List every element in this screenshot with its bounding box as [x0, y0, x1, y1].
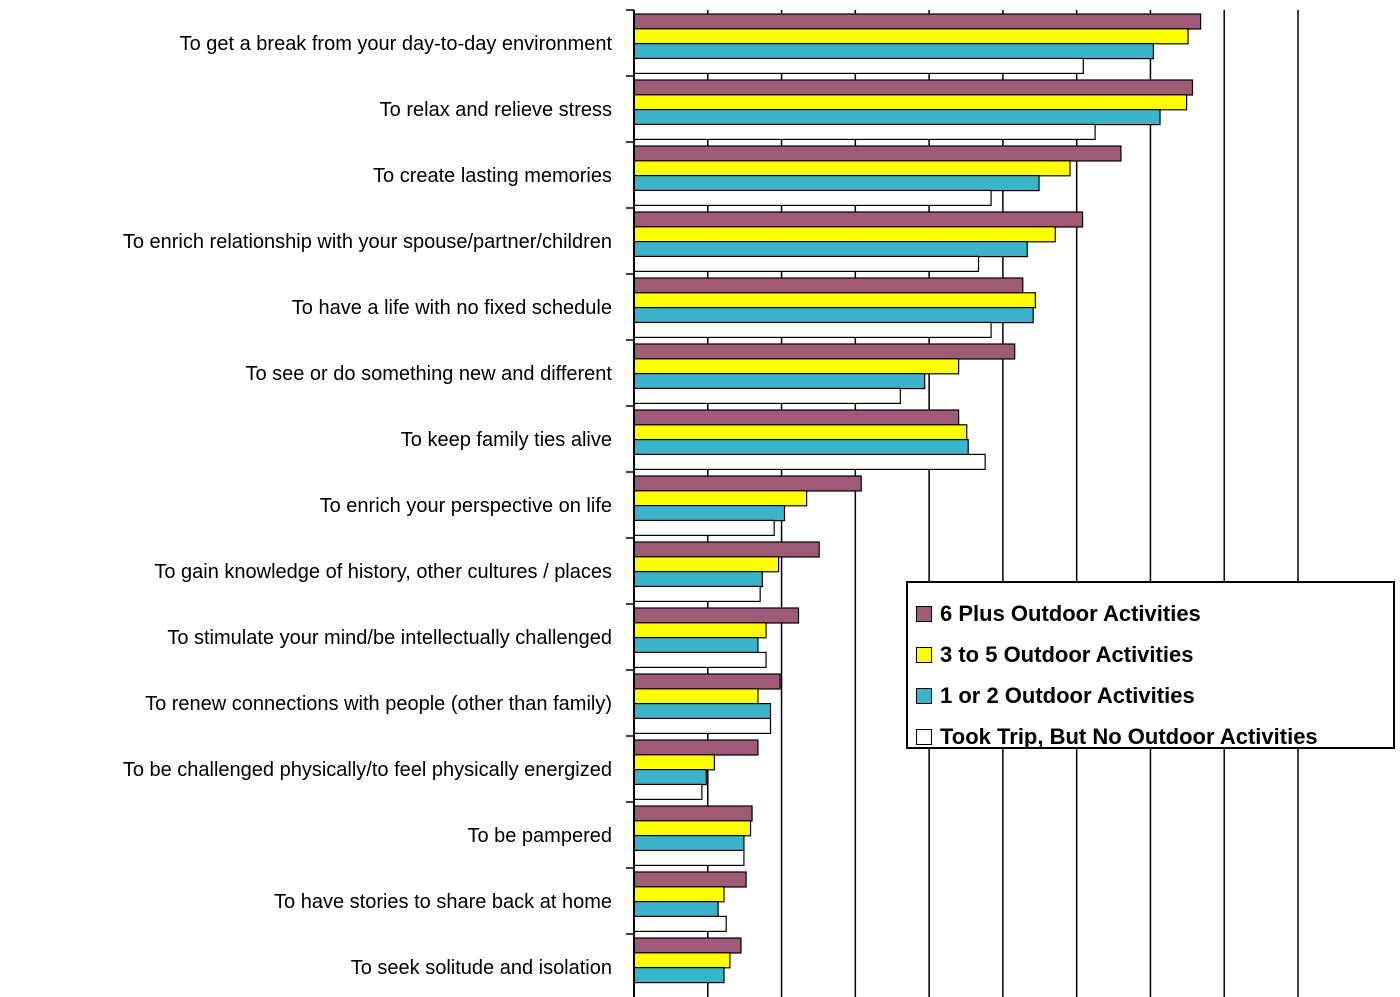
category-label: To be challenged physically/to feel phys… — [123, 759, 612, 781]
bar-7-series-4 — [633, 453, 986, 470]
bar-12-series-1 — [633, 739, 759, 756]
bar-4-series-1 — [633, 211, 1084, 228]
legend-item-3-to-5: 3 to 5 Outdoor Activities — [916, 634, 1393, 675]
bar-11-series-2 — [633, 688, 759, 705]
legend-label-6-plus: 6 Plus Outdoor Activities — [940, 600, 1201, 626]
bar-9-series-3 — [633, 570, 763, 588]
bar-14-series-4 — [633, 915, 727, 933]
bar-11-series-3 — [633, 702, 772, 720]
bar-5-series-4 — [633, 321, 992, 338]
bar-10-series-3 — [633, 636, 759, 654]
legend: 6 Plus Outdoor Activities 3 to 5 Outdoor… — [906, 581, 1395, 749]
bar-3-series-3 — [633, 175, 1040, 192]
bar-1-series-4 — [633, 57, 1084, 75]
bar-13-series-4 — [633, 849, 745, 867]
bar-7-series-3 — [633, 439, 969, 456]
legend-label-no-outdoor: Took Trip, But No Outdoor Activities — [940, 723, 1318, 749]
bar-12-series-3 — [633, 768, 707, 786]
bar-4-series-2 — [633, 226, 1056, 243]
category-label: To keep family ties alive — [401, 429, 612, 451]
bar-14-series-3 — [633, 900, 719, 918]
legend-label-1-or-2: 1 or 2 Outdoor Activities — [940, 682, 1195, 708]
bar-4-series-3 — [633, 241, 1028, 258]
category-label: To gain knowledge of history, other cult… — [154, 561, 612, 583]
bar-11-series-1 — [633, 673, 781, 690]
bar-4-series-4 — [633, 255, 980, 272]
legend-swatch-no-outdoor — [916, 728, 932, 745]
bar-6-series-4 — [633, 387, 901, 404]
bar-15-series-3 — [633, 966, 725, 984]
bar-8-series-2 — [633, 490, 808, 507]
legend-item-1-or-2: 1 or 2 Outdoor Activities — [916, 675, 1393, 716]
legend-swatch-3-to-5 — [916, 646, 932, 663]
bar-8-series-4 — [633, 519, 775, 537]
bar-15-series-2 — [633, 952, 731, 969]
legend-item-6-plus: 6 Plus Outdoor Activities — [916, 593, 1393, 634]
legend-swatch-1-or-2 — [916, 687, 932, 704]
bar-5-series-2 — [633, 292, 1036, 309]
bar-11-series-4 — [633, 717, 772, 735]
bar-7-series-1 — [633, 409, 960, 426]
legend-swatch-6-plus — [916, 605, 932, 622]
bars — [633, 13, 1202, 984]
category-label: To stimulate your mind/be intellectually… — [167, 627, 612, 649]
bar-7-series-2 — [633, 424, 968, 441]
category-label: To get a break from your day-to-day envi… — [180, 33, 613, 55]
category-label: To have stories to share back at home — [274, 891, 612, 913]
bar-12-series-2 — [633, 754, 716, 771]
bar-1-series-1 — [633, 13, 1202, 30]
category-label: To renew connections with people (other … — [145, 693, 612, 715]
bar-1-series-3 — [633, 42, 1154, 60]
bar-14-series-1 — [633, 871, 747, 888]
bar-3-series-1 — [633, 145, 1122, 162]
bar-6-series-3 — [633, 373, 926, 390]
category-label: To enrich relationship with your spouse/… — [123, 231, 612, 253]
bar-13-series-2 — [633, 820, 752, 837]
bar-15-series-1 — [633, 937, 742, 954]
bar-5-series-1 — [633, 277, 1024, 294]
category-label: To see or do something new and different — [245, 363, 612, 385]
bar-9-series-1 — [633, 541, 820, 558]
bar-2-series-4 — [633, 123, 1096, 141]
bar-9-series-2 — [633, 556, 780, 573]
category-label: To relax and relieve stress — [380, 99, 612, 121]
bar-13-series-1 — [633, 805, 753, 822]
bar-2-series-3 — [633, 108, 1161, 126]
bar-8-series-3 — [633, 505, 786, 522]
bar-10-series-1 — [633, 607, 800, 624]
bar-6-series-2 — [633, 358, 960, 375]
bar-1-series-2 — [633, 28, 1189, 45]
category-label: To be pampered — [467, 825, 612, 847]
bar-9-series-4 — [633, 585, 761, 603]
category-label: To seek solitude and isolation — [351, 957, 612, 979]
bar-14-series-2 — [633, 886, 725, 903]
bar-3-series-2 — [633, 160, 1071, 177]
bar-12-series-4 — [633, 783, 703, 801]
legend-item-no-outdoor: Took Trip, But No Outdoor Activities — [916, 716, 1393, 757]
category-labels: To get a break from your day-to-day envi… — [123, 33, 613, 979]
category-label: To have a life with no fixed schedule — [292, 297, 612, 319]
bar-2-series-1 — [633, 79, 1194, 96]
category-label: To enrich your perspective on life — [320, 495, 612, 517]
bar-13-series-3 — [633, 834, 745, 852]
legend-label-3-to-5: 3 to 5 Outdoor Activities — [940, 641, 1194, 667]
bar-10-series-4 — [633, 651, 767, 669]
bar-10-series-2 — [633, 622, 767, 639]
bar-3-series-4 — [633, 189, 992, 206]
category-label: To create lasting memories — [373, 165, 612, 187]
bar-2-series-2 — [633, 94, 1188, 111]
bar-8-series-1 — [633, 475, 862, 492]
category-ticks — [626, 9, 634, 935]
bar-6-series-1 — [633, 343, 1016, 360]
bar-5-series-3 — [633, 307, 1034, 324]
